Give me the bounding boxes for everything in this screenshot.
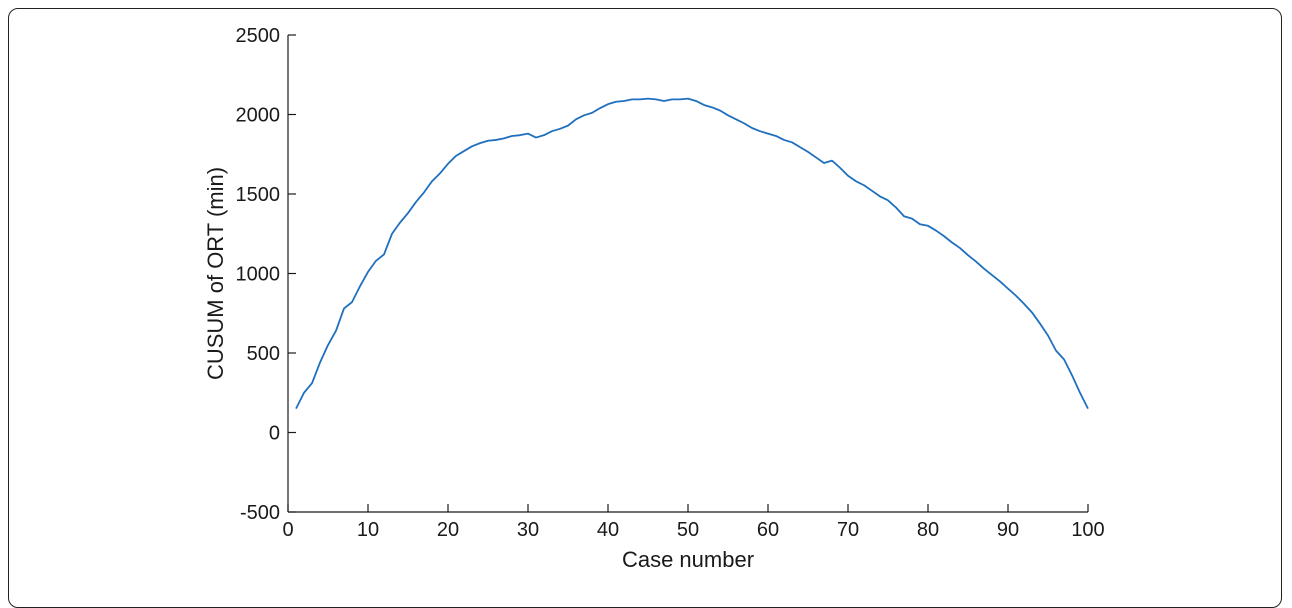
y-tick-label: 1000 xyxy=(236,264,281,286)
x-tick-label: 0 xyxy=(282,519,293,541)
y-tick-label: 2500 xyxy=(236,25,281,47)
x-tick-label: 20 xyxy=(437,519,459,541)
y-axis: -500 0 500 1000 1500 2000 2500 xyxy=(236,25,296,524)
y-tick-label: 500 xyxy=(247,343,280,365)
y-tick-label: -500 xyxy=(240,502,280,524)
y-tick-label: 1500 xyxy=(236,184,281,206)
y-axis-title: CUSUM of ORT (min) xyxy=(203,167,228,380)
x-axis-title: Case number xyxy=(622,547,754,572)
x-tick-label: 30 xyxy=(517,519,539,541)
x-axis: 0 10 20 30 40 50 60 70 80 90 100 xyxy=(282,504,1105,541)
x-tick-label: 70 xyxy=(837,519,859,541)
x-tick-label: 90 xyxy=(997,519,1019,541)
y-tick-label: 0 xyxy=(269,423,280,445)
x-tick-label: 50 xyxy=(677,519,699,541)
y-tick-label: 2000 xyxy=(236,105,281,127)
x-tick-label: 40 xyxy=(597,519,619,541)
plot-area xyxy=(295,97,1089,410)
x-tick-label: 80 xyxy=(917,519,939,541)
x-tick-label: 60 xyxy=(757,519,779,541)
x-tick-label: 100 xyxy=(1071,519,1104,541)
series-line-1 xyxy=(295,97,1089,410)
x-tick-label: 10 xyxy=(357,519,379,541)
